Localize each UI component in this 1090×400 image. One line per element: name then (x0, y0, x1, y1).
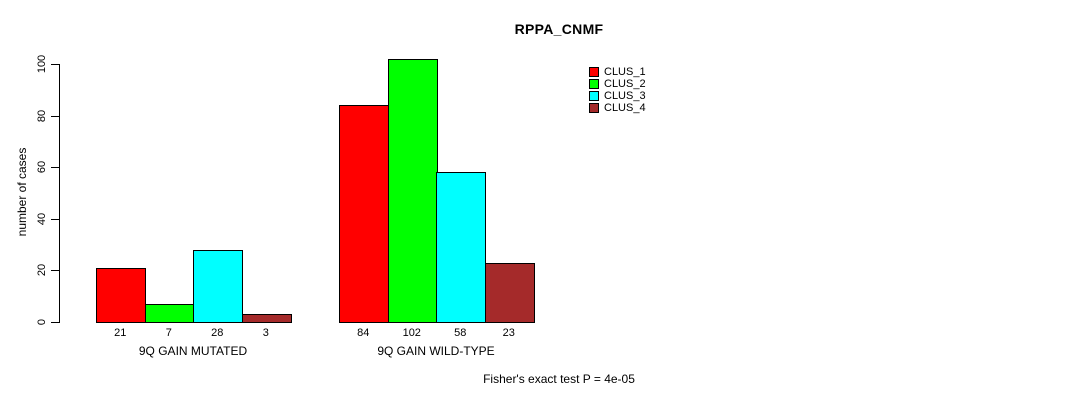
y-tick-label: 0 (36, 318, 48, 326)
bar-value-label: 58 (454, 327, 467, 339)
bar-value-label: 3 (262, 327, 269, 339)
legend-swatch-clus_1 (589, 67, 599, 77)
chart-title: RPPA_CNMF (514, 21, 604, 37)
legend-label: CLUS_2 (604, 78, 646, 90)
bar-value-label: 84 (357, 327, 370, 339)
x-category-label: 9Q GAIN WILD-TYPE (377, 344, 495, 358)
bar-clus_4-wild-type (485, 263, 535, 323)
bar-clus_4-mutated (242, 314, 292, 323)
bar-value-label: 23 (502, 327, 515, 339)
bar-clus_3-wild-type (436, 172, 486, 323)
bar-value-label: 28 (211, 327, 224, 339)
y-axis-label: number of cases (15, 147, 29, 237)
bar-value-label: 21 (114, 327, 127, 339)
x-category-label: 9Q GAIN MUTATED (138, 344, 248, 358)
legend-item-clus_1: CLUS_1 (589, 66, 646, 78)
bar-clus_1-wild-type (339, 105, 389, 323)
bar-value-label: 102 (402, 327, 421, 339)
y-tick-label: 100 (36, 54, 48, 74)
bar-clus_2-mutated (145, 304, 195, 323)
legend-label: CLUS_4 (604, 102, 646, 114)
y-tick-label: 40 (36, 212, 48, 225)
bar-value-label: 7 (165, 327, 172, 339)
annotation-text: Fisher's exact test P = 4e-05 (483, 372, 635, 386)
bar-clus_3-mutated (193, 250, 243, 323)
y-tick-label: 20 (36, 264, 48, 277)
y-tick-mark (51, 167, 59, 169)
legend: CLUS_1 CLUS_2 CLUS_3 CLUS_4 (589, 66, 646, 114)
y-tick-mark (51, 322, 59, 323)
bar-clus_2-wild-type (388, 59, 438, 323)
legend-item-clus_2: CLUS_2 (589, 78, 646, 90)
y-tick-mark (51, 218, 59, 220)
y-tick-mark (51, 115, 59, 117)
legend-swatch-clus_3 (589, 91, 599, 101)
legend-label: CLUS_1 (604, 66, 646, 78)
legend-item-clus_3: CLUS_3 (589, 90, 646, 102)
y-tick-label: 60 (36, 161, 48, 174)
bar-clus_1-mutated (96, 268, 146, 323)
legend-label: CLUS_3 (604, 90, 646, 102)
y-axis-line (59, 64, 60, 323)
y-tick-mark (51, 64, 59, 65)
y-tick-mark (51, 270, 59, 272)
legend-swatch-clus_2 (589, 79, 599, 89)
legend-item-clus_4: CLUS_4 (589, 102, 646, 114)
y-tick-label: 80 (36, 109, 48, 122)
legend-swatch-clus_4 (589, 103, 599, 113)
